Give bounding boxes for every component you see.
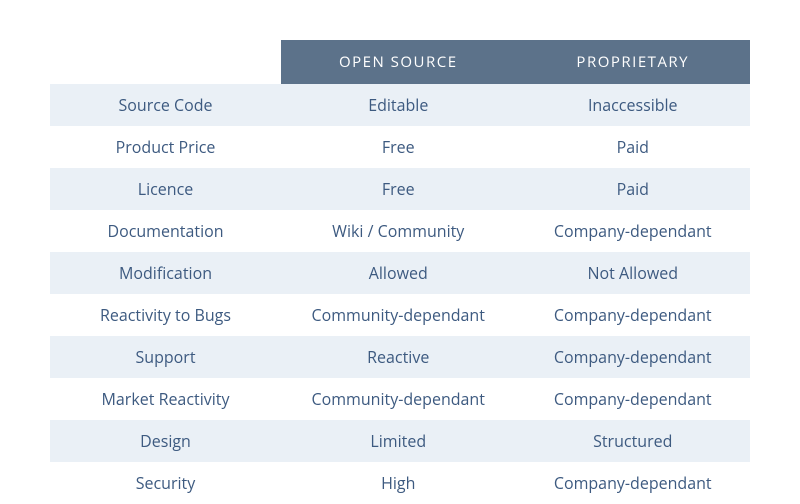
row-label: Market Reactivity [50,378,281,420]
cell-open-source: Allowed [281,252,516,294]
cell-proprietary: Structured [516,420,751,462]
table-body: Source Code Editable Inaccessible Produc… [50,84,750,504]
table-row: Reactivity to Bugs Community-dependant C… [50,294,750,336]
cell-proprietary: Company-dependant [516,462,751,504]
comparison-table: OPEN SOURCE PROPRIETARY Source Code Edit… [50,40,750,504]
column-header-open-source: OPEN SOURCE [281,40,516,84]
cell-proprietary: Not Allowed [516,252,751,294]
cell-proprietary: Company-dependant [516,210,751,252]
table-row: Design Limited Structured [50,420,750,462]
cell-open-source: Editable [281,84,516,126]
cell-open-source: Community-dependant [281,294,516,336]
row-label: Support [50,336,281,378]
table-row: Modification Allowed Not Allowed [50,252,750,294]
cell-proprietary: Company-dependant [516,336,751,378]
row-label: Security [50,462,281,504]
cell-proprietary: Inaccessible [516,84,751,126]
table-row: Product Price Free Paid [50,126,750,168]
row-label: Modification [50,252,281,294]
cell-open-source: Reactive [281,336,516,378]
cell-proprietary: Company-dependant [516,294,751,336]
row-label: Design [50,420,281,462]
table-row: Source Code Editable Inaccessible [50,84,750,126]
cell-proprietary: Company-dependant [516,378,751,420]
table-header-row: OPEN SOURCE PROPRIETARY [50,40,750,84]
cell-proprietary: Paid [516,126,751,168]
cell-open-source: High [281,462,516,504]
cell-proprietary: Paid [516,168,751,210]
table-row: Support Reactive Company-dependant [50,336,750,378]
table-row: Security High Company-dependant [50,462,750,504]
row-label: Source Code [50,84,281,126]
table-row: Market Reactivity Community-dependant Co… [50,378,750,420]
table-row: Licence Free Paid [50,168,750,210]
row-label: Documentation [50,210,281,252]
row-label: Reactivity to Bugs [50,294,281,336]
row-label: Licence [50,168,281,210]
row-label: Product Price [50,126,281,168]
corner-cell [50,40,281,84]
cell-open-source: Limited [281,420,516,462]
cell-open-source: Wiki / Community [281,210,516,252]
column-header-proprietary: PROPRIETARY [516,40,751,84]
cell-open-source: Free [281,168,516,210]
cell-open-source: Community-dependant [281,378,516,420]
table-row: Documentation Wiki / Community Company-d… [50,210,750,252]
cell-open-source: Free [281,126,516,168]
